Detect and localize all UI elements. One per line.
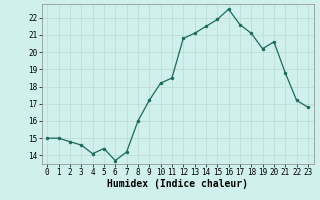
X-axis label: Humidex (Indice chaleur): Humidex (Indice chaleur) — [107, 179, 248, 189]
